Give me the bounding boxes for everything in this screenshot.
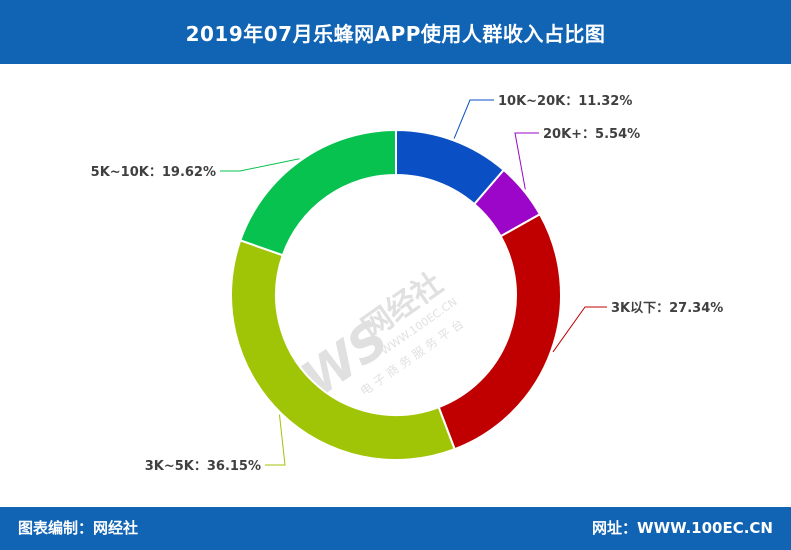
data-label-5K~10K: 5K~10K：19.62% (91, 165, 216, 180)
footer-source: 图表编制：网经社 (18, 519, 139, 537)
leader-line-5K~10K (220, 158, 300, 172)
slice-5K~10K (239, 128, 397, 257)
data-label-3K~5K: 3K~5K：36.15% (145, 459, 261, 474)
leader-line-3K以下 (552, 306, 607, 353)
donut-chart: WS 网经社 WWW.100EC.CN 电 子 商 务 服 务 平 台 10K~… (91, 94, 724, 474)
data-label-3K以下: 3K以下：27.34% (611, 301, 723, 316)
leader-line-3K~5K (265, 414, 286, 466)
leader-line-10K~20K (453, 99, 494, 139)
footer-url: 网址：WWW.100EC.CN (592, 519, 773, 537)
data-label-10K~20K: 10K~20K：11.32% (498, 94, 632, 109)
footer-bar: 图表编制：网经社 网址：WWW.100EC.CN (0, 507, 791, 550)
slice-3K~5K (230, 239, 456, 461)
header-bar: 2019年07月乐蜂网APP使用人群收入占比图 (0, 0, 791, 64)
data-label-20K+: 20K+：5.54% (543, 127, 640, 142)
leader-line-20K+ (514, 132, 539, 190)
chart-title: 2019年07月乐蜂网APP使用人群收入占比图 (185, 21, 606, 46)
